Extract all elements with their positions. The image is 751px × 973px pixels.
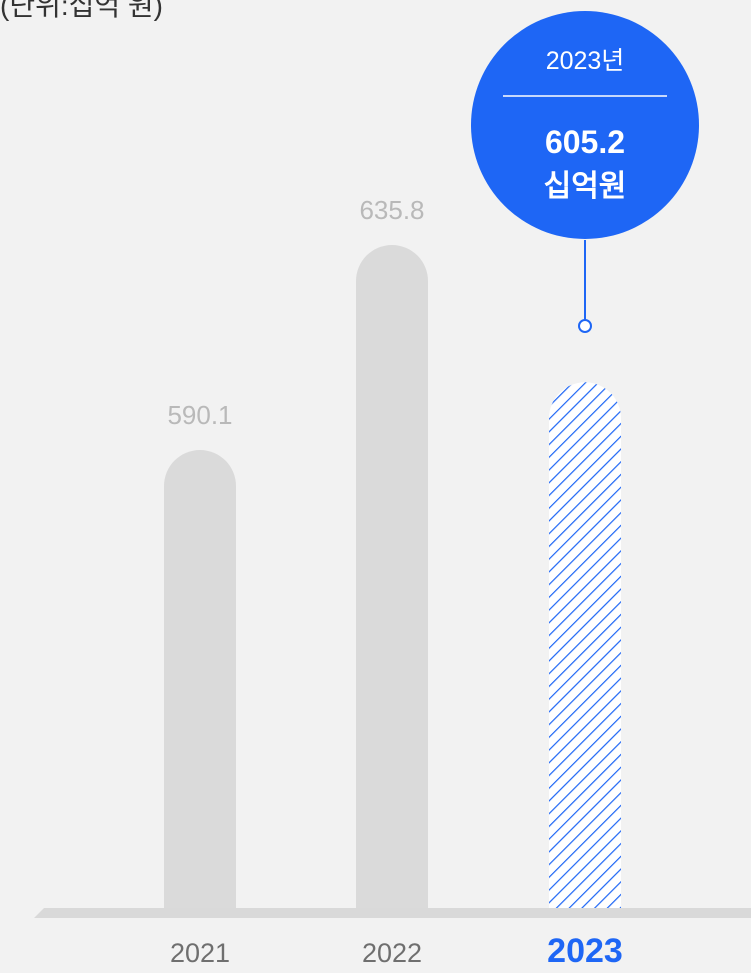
callout-year: 2023년 bbox=[546, 47, 625, 75]
value-label-2022: 635.8 bbox=[359, 195, 424, 225]
bar-2022 bbox=[356, 245, 428, 908]
x-tick-label-2021: 2021 bbox=[170, 938, 230, 968]
callout-value: 605.2 bbox=[545, 124, 625, 160]
callout-anchor-dot bbox=[578, 319, 592, 333]
unit-label: (단위:십억 원) bbox=[0, 0, 164, 21]
callout-bubble bbox=[471, 11, 699, 239]
value-label-2021: 590.1 bbox=[167, 400, 232, 430]
callout-unit: 십억원 bbox=[544, 170, 627, 203]
bar-2023 bbox=[549, 382, 621, 909]
x-tick-label-2022: 2022 bbox=[362, 938, 422, 968]
chart-baseline bbox=[34, 908, 751, 918]
bar-2021 bbox=[164, 450, 236, 908]
x-tick-label-2023: 2023 bbox=[547, 932, 623, 970]
